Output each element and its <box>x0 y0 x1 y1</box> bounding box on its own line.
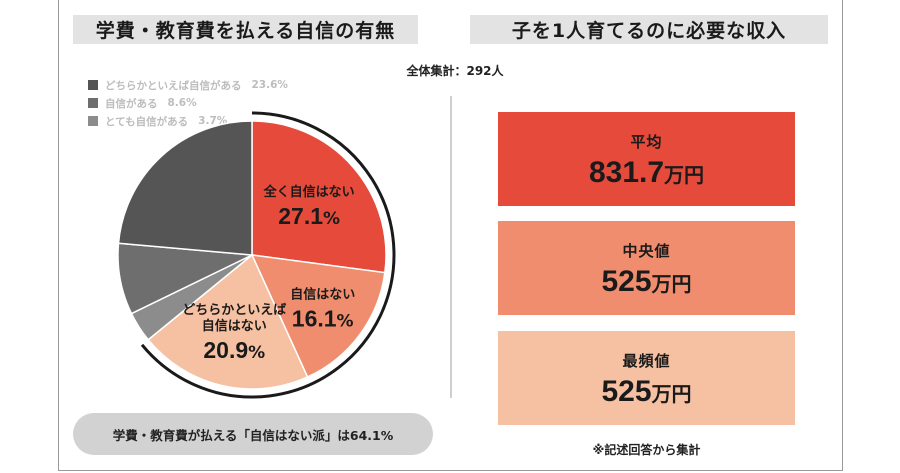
legend-swatch <box>88 80 98 90</box>
median-value: 525 <box>601 264 652 298</box>
mode-title: 最頻値 <box>622 351 671 370</box>
legend-swatch <box>88 98 98 108</box>
center-divider <box>450 96 452 398</box>
slice-value-unit: % <box>323 209 340 229</box>
slice-value-number: 16.1 <box>292 305 337 331</box>
slice-value: 16.1% <box>292 305 354 331</box>
pie-slice <box>251 120 387 274</box>
slice-label: 自信はない <box>202 318 267 334</box>
pie-slice <box>250 254 386 378</box>
mean-value-line: 831.7万円 <box>588 155 705 189</box>
legend-label: どちらかといえば自信がある <box>105 79 242 92</box>
slice-value-number: 27.1 <box>278 203 323 229</box>
mode-income-box: 最頻値 525万円 <box>498 331 795 425</box>
mean-value: 831.7 <box>588 155 665 189</box>
legend-label: 自信がある <box>105 97 158 110</box>
no-confidence-bracket <box>140 111 396 399</box>
median-income-box: 中央値 525万円 <box>498 221 795 315</box>
legend-label: とても自信がある <box>105 115 189 128</box>
legend-swatch <box>88 116 98 126</box>
legend-item: どちらかといえば自信がある 23.6% <box>88 76 288 94</box>
legend-item: とても自信がある 3.7% <box>88 112 288 130</box>
pie-slice <box>147 253 309 390</box>
mean-unit: 万円 <box>664 162 705 187</box>
legend-value: 8.6% <box>167 97 197 109</box>
slice-label: 全く自信はない <box>263 184 355 200</box>
summary-pill: 学費・教育費が払える「自信はない派」は64.1% <box>73 413 433 455</box>
slice-value: 27.1% <box>278 203 340 229</box>
slice-label: どちらかといえば <box>182 303 286 318</box>
slice-value-unit: % <box>337 311 354 331</box>
legend-value: 3.7% <box>198 115 228 127</box>
mean-income-box: 平均 831.7万円 <box>498 112 795 206</box>
legend-value: 23.6% <box>251 79 288 91</box>
mean-title: 平均 <box>630 132 663 151</box>
pie-slice <box>117 120 253 256</box>
mode-value: 525 <box>601 374 652 408</box>
footnote: ※記述回答から集計 <box>592 443 701 457</box>
pie-section-title: 学費・教育費を払える自信の有無 <box>73 15 418 44</box>
median-title: 中央値 <box>622 241 671 260</box>
median-value-line: 525万円 <box>601 264 692 298</box>
slice-value-unit: % <box>248 343 265 363</box>
slice-value: 20.9% <box>203 337 265 363</box>
median-unit: 万円 <box>651 271 692 296</box>
mode-unit: 万円 <box>651 381 692 406</box>
sample-size-label: 全体集計：292人 <box>406 64 504 78</box>
slice-value-number: 20.9 <box>203 337 248 363</box>
income-section-title: 子を1人育てるのに必要な収入 <box>470 15 828 44</box>
legend-item: 自信がある 8.6% <box>88 94 288 112</box>
mode-value-line: 525万円 <box>601 374 692 408</box>
pie-legend: どちらかといえば自信がある 23.6% 自信がある 8.6% とても自信がある 3.7% <box>88 76 288 130</box>
slice-label: 自信はない <box>290 286 355 302</box>
